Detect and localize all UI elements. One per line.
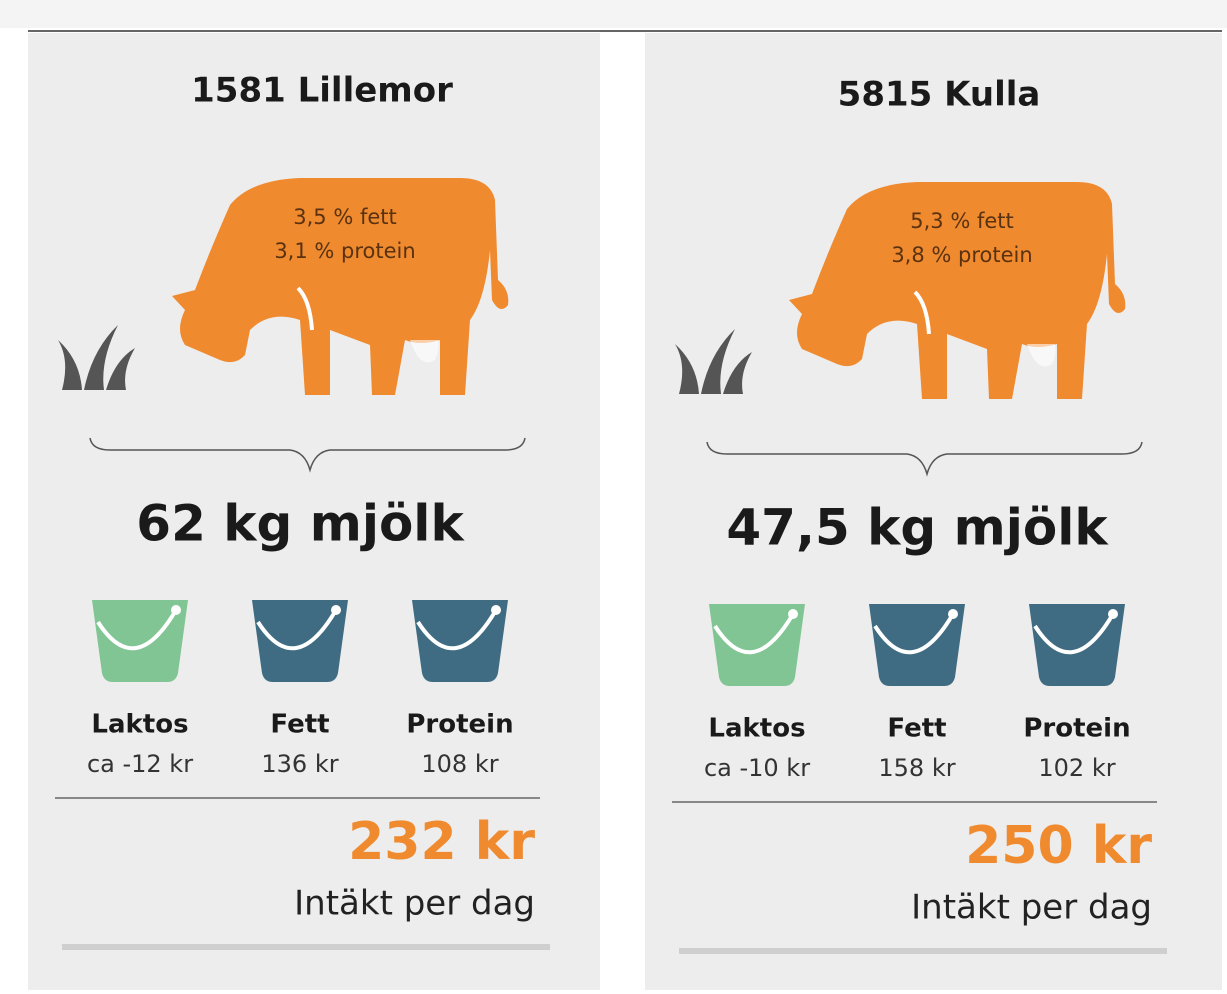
total: 250 kr [965, 816, 1152, 876]
fat: 5,3 % fett [910, 209, 1013, 233]
protein: 3,1 % protein [274, 239, 415, 263]
bucket-body [1029, 604, 1125, 686]
handle-knob [1108, 609, 1118, 619]
bucket-label: Protein [1023, 714, 1130, 744]
card: 1581 Lillemor 3,5 % fett 3,1 % protein 62 k… [55, 71, 550, 950]
bucket-value: ca -12 kr [87, 750, 193, 778]
bucket-value: 136 kr [261, 750, 338, 778]
udder [410, 340, 439, 363]
bucket-label: Fett [270, 710, 329, 740]
grass [58, 325, 135, 390]
bottom-bar [62, 944, 550, 950]
bucket-value: 158 kr [878, 754, 955, 782]
bucket-label: Fett [887, 714, 946, 744]
brace [706, 441, 1143, 477]
total: 232 kr [348, 812, 535, 872]
bucket-label: Laktos [708, 714, 805, 744]
bucket [252, 600, 348, 682]
milk: 47,5 kg mjölk [726, 499, 1109, 557]
cow-leg-line [913, 290, 931, 335]
bucket-handle [873, 612, 955, 655]
bucket-handle [416, 608, 498, 651]
bucket [709, 604, 805, 686]
protein: 3,8 % protein [891, 243, 1032, 267]
cow-name: 5815 Kulla [838, 75, 1041, 115]
bucket-body [869, 604, 965, 686]
cow-leg-line [296, 286, 314, 331]
bucket [412, 600, 508, 682]
bucket [92, 600, 188, 682]
handle-knob [331, 605, 341, 615]
bottom-bar [679, 948, 1167, 954]
milk: 62 kg mjölk [136, 495, 465, 553]
fat: 3,5 % fett [293, 205, 396, 229]
bucket [869, 604, 965, 686]
bucket-handle [713, 612, 795, 655]
handle-knob [948, 609, 958, 619]
bucket-body [252, 600, 348, 682]
brace [89, 437, 526, 473]
bucket-body [709, 604, 805, 686]
grass [675, 329, 752, 394]
bucket-value: 102 kr [1038, 754, 1115, 782]
cow-name: 1581 Lillemor [191, 71, 453, 111]
handle-knob [788, 609, 798, 619]
card: 5815 Kulla 5,3 % fett 3,8 % protein 47,5 kg… [672, 75, 1167, 954]
handle-knob [171, 605, 181, 615]
bucket-body [92, 600, 188, 682]
bucket-value: ca -10 kr [704, 754, 810, 782]
bucket-body [412, 600, 508, 682]
top-strip [0, 0, 1227, 28]
handle-knob [491, 605, 501, 615]
bucket-handle [1033, 612, 1115, 655]
bucket [1029, 604, 1125, 686]
bucket-value: 108 kr [421, 750, 498, 778]
udder [1027, 344, 1056, 367]
bucket-label: Laktos [91, 710, 188, 740]
bucket-label: Protein [406, 710, 513, 740]
total-label: Intäkt per dag [911, 888, 1152, 928]
bucket-handle [96, 608, 178, 651]
total-label: Intäkt per dag [294, 884, 535, 924]
bucket-handle [256, 608, 338, 651]
